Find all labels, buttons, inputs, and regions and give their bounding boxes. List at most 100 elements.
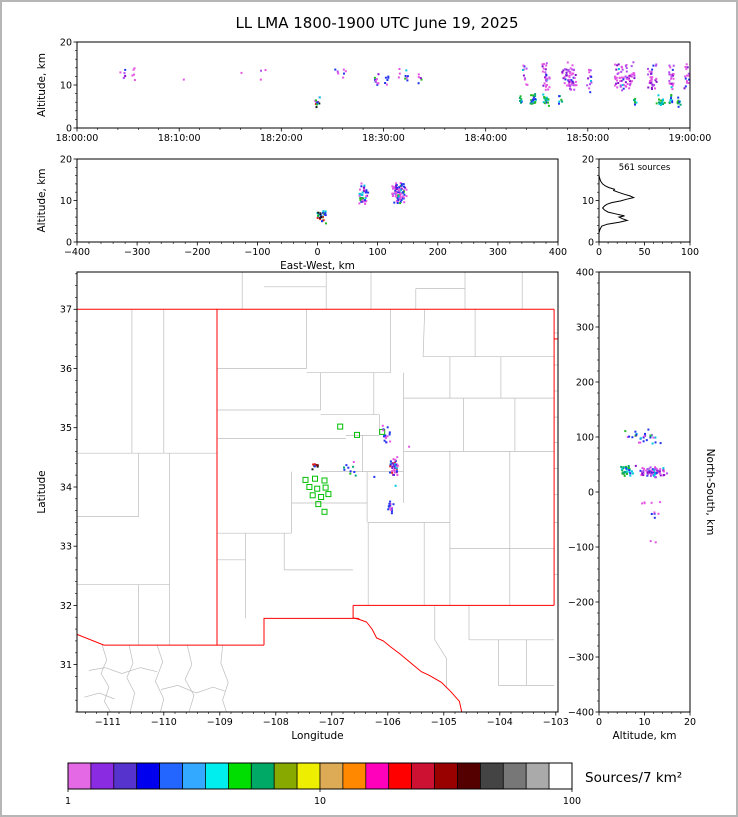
source-point xyxy=(573,88,576,91)
source-point xyxy=(122,77,125,79)
source-point xyxy=(654,64,657,67)
source-point xyxy=(395,188,398,191)
source-point xyxy=(402,183,405,186)
source-point xyxy=(622,467,625,470)
source-point xyxy=(563,75,566,78)
source-point xyxy=(630,470,633,473)
x-axis-label: East-West, km xyxy=(280,260,355,272)
panel-frame xyxy=(76,271,559,713)
source-point xyxy=(352,465,355,468)
source-point xyxy=(590,80,592,82)
source-point xyxy=(399,192,401,195)
panel-plan-view: −111 −110 −109 −108 −107 −106 −105 −104 −103 31 32… xyxy=(36,271,569,742)
source-point xyxy=(322,210,325,213)
source-point xyxy=(402,191,404,194)
source-point xyxy=(393,201,396,204)
source-point xyxy=(628,471,631,474)
y-tick-label: −300 xyxy=(568,652,594,663)
source-point xyxy=(679,103,682,106)
source-point xyxy=(544,88,547,91)
source-point xyxy=(615,82,618,85)
source-point xyxy=(654,476,657,479)
source-point xyxy=(405,188,408,191)
colorbar-cell xyxy=(136,762,160,790)
colorbar-cell xyxy=(113,762,138,790)
source-point xyxy=(618,77,621,80)
station-marker xyxy=(315,501,322,508)
panel-frame xyxy=(598,158,691,243)
source-point xyxy=(408,445,411,448)
source-point xyxy=(619,80,622,82)
station-marker xyxy=(379,428,386,435)
source-point xyxy=(365,190,368,193)
source-point xyxy=(343,466,345,469)
source-point xyxy=(133,73,135,76)
source-point xyxy=(642,440,645,443)
source-point xyxy=(543,63,545,66)
source-point xyxy=(671,88,674,91)
source-point xyxy=(617,71,620,74)
panel-content xyxy=(77,272,558,712)
source-point xyxy=(133,67,136,70)
source-point xyxy=(362,197,365,200)
x-tick-label: 18:30:00 xyxy=(362,133,405,144)
source-point xyxy=(545,64,548,67)
source-point xyxy=(420,78,423,81)
source-point xyxy=(396,197,399,200)
source-point xyxy=(394,189,397,192)
source-point xyxy=(634,430,637,433)
source-point xyxy=(621,89,624,92)
x-tick-label: −105 xyxy=(431,717,457,728)
source-point xyxy=(402,197,405,200)
source-point xyxy=(620,468,623,471)
source-point xyxy=(530,94,533,97)
source-point xyxy=(646,474,649,477)
source-point xyxy=(519,99,521,102)
y-axis-label: Altitude, km xyxy=(36,168,48,232)
source-point xyxy=(654,79,657,82)
source-point xyxy=(565,71,568,74)
source-point xyxy=(638,441,640,444)
y-tick-label: 0 xyxy=(66,237,72,248)
source-point xyxy=(315,99,317,102)
source-point xyxy=(648,470,651,473)
source-point xyxy=(659,501,662,504)
source-point xyxy=(652,472,655,475)
source-point xyxy=(573,68,575,71)
source-point xyxy=(402,189,405,192)
source-point xyxy=(615,68,618,71)
source-point xyxy=(403,193,406,196)
source-point xyxy=(589,83,591,86)
source-point xyxy=(650,72,652,75)
source-point xyxy=(671,84,674,87)
x-tick-label: 300 xyxy=(489,247,507,258)
x-tick-label: −106 xyxy=(375,717,401,728)
source-point xyxy=(634,101,636,104)
source-point xyxy=(647,67,649,70)
source-point xyxy=(124,68,127,71)
source-point xyxy=(661,101,664,104)
source-point xyxy=(616,73,619,75)
source-point xyxy=(634,103,636,106)
source-point xyxy=(570,73,573,76)
station-marker xyxy=(312,475,318,482)
source-point xyxy=(334,68,337,71)
source-point xyxy=(634,97,637,100)
source-point xyxy=(133,79,136,81)
station-marker xyxy=(354,431,360,438)
source-point xyxy=(342,68,345,71)
county-line xyxy=(160,685,226,694)
source-point xyxy=(374,79,377,82)
source-point xyxy=(645,439,648,442)
source-point xyxy=(529,102,532,105)
x-tick-label: 20 xyxy=(684,717,696,728)
x-tick-label: 18:10:00 xyxy=(158,133,201,144)
source-point xyxy=(347,466,350,469)
source-point xyxy=(391,462,394,465)
source-point xyxy=(642,469,645,472)
x-tick-label: 100 xyxy=(369,247,387,258)
source-count-annotation: 561 sources xyxy=(619,163,671,173)
y-tick-label: 0 xyxy=(588,487,594,498)
source-point xyxy=(520,99,523,102)
colorbar-cell xyxy=(480,762,504,790)
